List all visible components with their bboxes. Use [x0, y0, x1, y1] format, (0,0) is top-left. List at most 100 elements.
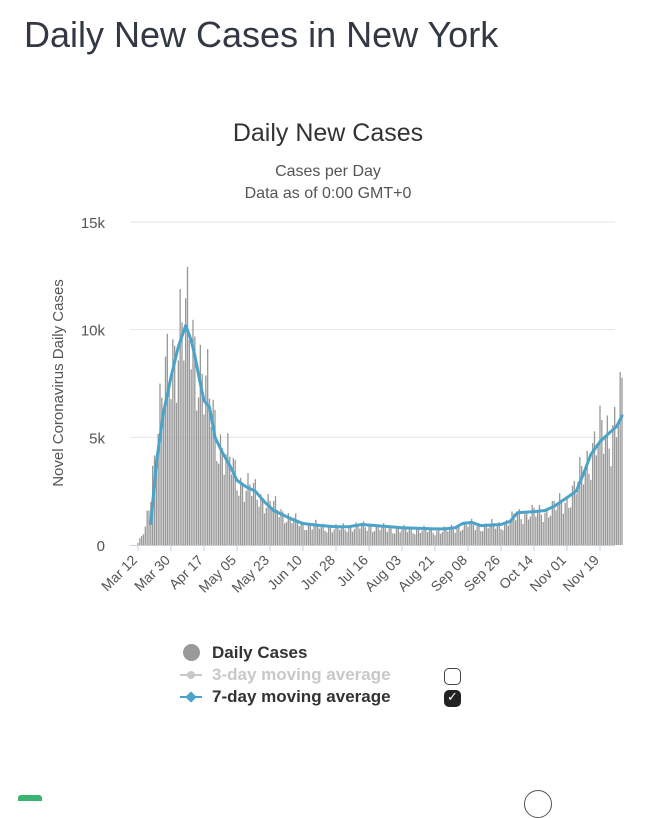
bar: [465, 521, 467, 545]
bar: [595, 455, 597, 545]
bar: [469, 523, 471, 545]
bar: [234, 459, 236, 545]
bar: [502, 530, 504, 545]
line-diamond-icon: [180, 686, 202, 708]
bar: [252, 482, 255, 545]
bar: [417, 528, 420, 545]
bar: [381, 526, 383, 545]
bar: [249, 484, 251, 545]
bar: [610, 466, 612, 545]
bar: [141, 535, 143, 545]
bottom-circle-button[interactable]: [524, 790, 552, 818]
bar: [608, 448, 610, 545]
bar: [540, 514, 542, 545]
bar: [214, 410, 216, 545]
bar: [293, 517, 295, 545]
bar: [185, 298, 187, 545]
bar: [412, 533, 414, 545]
bar: [197, 397, 200, 545]
bar: [196, 410, 198, 545]
bar: [524, 513, 526, 545]
bar: [460, 531, 462, 545]
bar: [179, 289, 181, 545]
bar: [251, 496, 253, 545]
bar: [416, 529, 418, 545]
bar: [427, 532, 429, 545]
bar: [357, 524, 359, 545]
bar: [139, 538, 141, 545]
bar: [212, 399, 214, 545]
page-title: Daily New Cases in New York: [24, 14, 499, 55]
bar: [557, 503, 559, 545]
bar: [388, 528, 390, 545]
bar: [615, 437, 618, 545]
bar: [397, 528, 399, 545]
bar: [612, 425, 614, 545]
bar: [287, 513, 289, 545]
bar: [174, 345, 176, 545]
bar: [267, 493, 269, 545]
bar: [240, 477, 242, 545]
bar: [216, 461, 218, 545]
bar: [617, 425, 619, 545]
bar: [384, 528, 387, 545]
legend-item-ma7[interactable]: 7-day moving average: [180, 686, 391, 708]
bar: [289, 516, 291, 545]
y-tick-label: 15k: [81, 215, 106, 232]
bar: [526, 510, 528, 545]
bar: [331, 532, 333, 545]
bar: [399, 532, 401, 545]
bar: [203, 414, 205, 545]
bar: [621, 377, 623, 545]
bar: [262, 497, 264, 545]
ma7-checkbox[interactable]: ✓: [444, 690, 461, 707]
bar: [542, 522, 544, 545]
bar: [170, 399, 172, 545]
ma3-checkbox[interactable]: [444, 668, 461, 685]
bar: [507, 525, 509, 545]
bar: [194, 336, 196, 545]
bar: [322, 523, 324, 545]
bar: [500, 528, 502, 545]
bar: [350, 526, 352, 545]
bar: [223, 474, 225, 545]
bar: [335, 524, 337, 545]
bar: [355, 522, 357, 545]
legend-item-ma3[interactable]: 3-day moving average: [180, 664, 391, 686]
bar: [480, 531, 482, 545]
bar: [577, 481, 579, 545]
bar: [274, 496, 277, 545]
bar: [463, 521, 465, 545]
bar: [269, 500, 271, 545]
bar: [254, 479, 256, 545]
bottom-badge: [18, 795, 42, 801]
bar: [324, 530, 326, 545]
bar: [227, 433, 229, 545]
bar: [570, 507, 572, 545]
bar: [535, 516, 537, 545]
legend-item-daily[interactable]: Daily Cases: [180, 642, 307, 664]
bar: [590, 479, 592, 545]
bar: [467, 526, 469, 545]
bar: [181, 322, 183, 545]
bar: [428, 529, 431, 545]
bar: [300, 521, 302, 545]
bar: [450, 524, 453, 545]
bar: [296, 521, 299, 545]
x-tick-label: Mar 30: [131, 552, 173, 594]
bar: [439, 533, 442, 545]
bar: [601, 420, 603, 545]
bar: [421, 530, 423, 545]
bar: [318, 528, 321, 545]
bar: [564, 502, 566, 545]
bar: [560, 503, 563, 545]
bar: [582, 484, 585, 545]
bar: [364, 527, 366, 545]
bar: [518, 509, 520, 545]
bar: [386, 532, 388, 545]
bar: [256, 499, 258, 545]
bar: [405, 528, 407, 545]
bar: [359, 528, 361, 545]
bar: [549, 515, 552, 545]
bar: [483, 523, 486, 545]
